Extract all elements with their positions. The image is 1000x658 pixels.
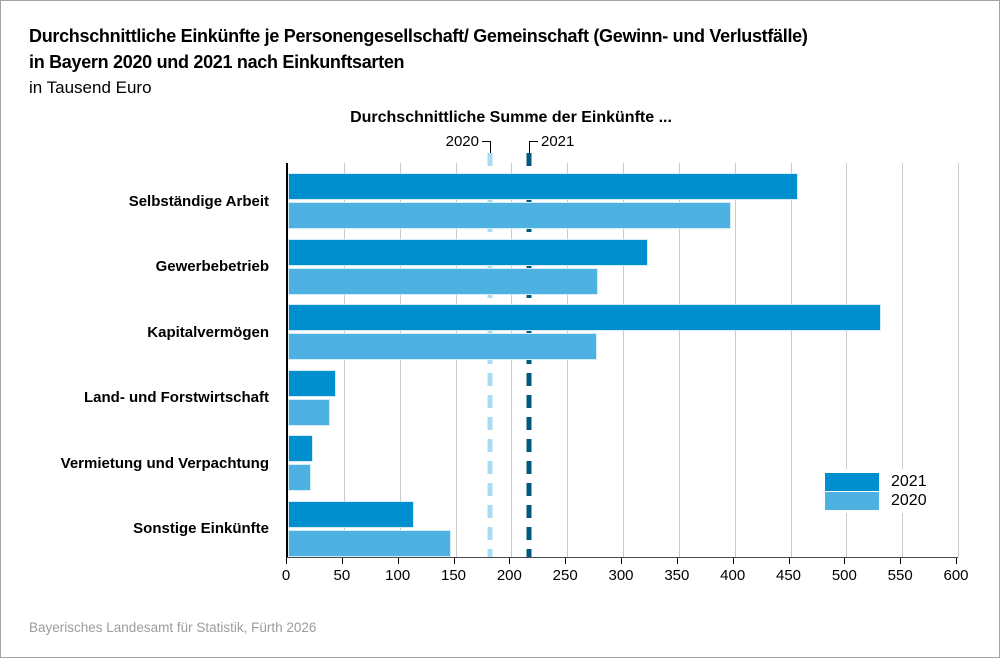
annotation-label-2020: 2020 (445, 133, 479, 150)
gridline-600 (958, 163, 959, 557)
legend-swatch-2020 (825, 491, 879, 510)
category-label-1: Selbständige Arbeit (128, 192, 269, 210)
x-tick-label-400: 400 (720, 567, 746, 584)
bar-group-3 (288, 304, 958, 360)
gridline-500 (846, 163, 848, 557)
gridline-450 (790, 163, 792, 557)
x-tick-label-150: 150 (440, 567, 467, 584)
x-tick-label-550: 550 (887, 567, 913, 584)
x-tick-label-50: 50 (333, 567, 351, 584)
x-tick-label-300: 300 (608, 567, 634, 584)
gridline-550 (902, 163, 904, 557)
legend-label-2020: 2020 (891, 491, 927, 509)
x-tick-500 (844, 558, 846, 564)
x-tick-label-200: 200 (496, 567, 522, 584)
category-label-2: Gewerbebetrieb (155, 258, 269, 275)
bar-group-2 (288, 238, 958, 295)
gridline-100 (399, 163, 401, 557)
bar-2021-6 (288, 500, 415, 528)
category-label-5: Vermietung und Verpachtung (60, 454, 269, 472)
x-tick-250 (565, 558, 567, 564)
gridline-50 (343, 163, 345, 557)
x-axis: 0 50 100 150 200 250 300 350 400 450 500 550 600 (282, 558, 969, 594)
chart-title-line2: in Bayern 2020 und 2021 nach Einkunftsar… (29, 52, 405, 72)
category-label-6: Sonstige Einkünfte (133, 520, 269, 537)
category-label-4: Land- und Forstwirtschaft (84, 389, 269, 406)
bar-2021-3 (288, 304, 881, 331)
bar-group-6 (288, 500, 958, 557)
gridline-350 (678, 163, 680, 557)
gridline-150 (455, 163, 457, 557)
x-tick-400 (732, 558, 734, 564)
bar-2020-1 (288, 202, 732, 229)
bar-2021-2 (288, 238, 648, 266)
bar-2020-4 (288, 398, 331, 426)
title-block: Durchschnittliche Einkünfte je Personeng… (29, 23, 808, 100)
x-tick-600 (956, 558, 957, 564)
bar-group-1 (288, 173, 958, 229)
category-label-3: Kapitalvermögen (147, 323, 269, 341)
x-tick-150 (453, 558, 455, 564)
bar-2020-6 (288, 529, 452, 557)
x-tick-200 (509, 558, 511, 564)
bar-2020-3 (288, 333, 598, 360)
bar-2021-1 (288, 173, 799, 200)
bar-2021-5 (288, 435, 313, 462)
annotation-header: Durchschnittliche Summe der Einkünfte ..… (350, 109, 672, 126)
x-tick-300 (621, 558, 622, 564)
x-tick-label-350: 350 (664, 567, 690, 584)
x-tick-350 (676, 558, 678, 564)
x-tick-550 (900, 558, 902, 564)
gridline-400 (734, 163, 736, 557)
annotation-label-2021: 2021 (541, 133, 575, 150)
gridline-300 (623, 163, 624, 557)
chart-subtitle: in Tausend Euro (29, 78, 152, 97)
legend-item-2021: 2021 (825, 472, 927, 491)
x-tick-label-100: 100 (385, 567, 411, 584)
x-tick-label-500: 500 (831, 567, 857, 584)
annotation-bracket-2020 (482, 141, 491, 153)
legend-label-2021: 2021 (891, 472, 927, 490)
bar-2020-5 (288, 464, 312, 491)
x-tick-label-250: 250 (552, 567, 578, 584)
x-tick-100 (397, 558, 399, 564)
gridline-200 (511, 163, 513, 557)
bar-group-5 (288, 435, 958, 491)
x-tick-50 (341, 558, 343, 564)
legend-item-2020: 2020 (825, 491, 927, 510)
bar-group-4 (288, 369, 958, 426)
annotation-bracket-2021 (529, 141, 538, 153)
x-tick-0 (286, 558, 287, 564)
legend-swatch-2021 (825, 472, 879, 491)
plot-area (286, 163, 959, 558)
source-footer: Bayerisches Landesamt für Statistik, Für… (29, 620, 317, 635)
x-tick-450 (788, 558, 790, 564)
legend: 2021 2020 (821, 469, 935, 513)
x-tick-label-450: 450 (775, 567, 802, 584)
gridline-250 (567, 163, 569, 557)
x-tick-label-0: 0 (281, 567, 291, 584)
category-labels: Selbständige Arbeit Gewerbebetrieb Kapital… (1, 163, 269, 557)
bar-2020-2 (288, 267, 599, 295)
chart-title-line1: Durchschnittliche Einkünfte je Personeng… (29, 26, 808, 46)
x-tick-label-600: 600 (943, 567, 969, 584)
bar-2021-4 (288, 369, 337, 397)
